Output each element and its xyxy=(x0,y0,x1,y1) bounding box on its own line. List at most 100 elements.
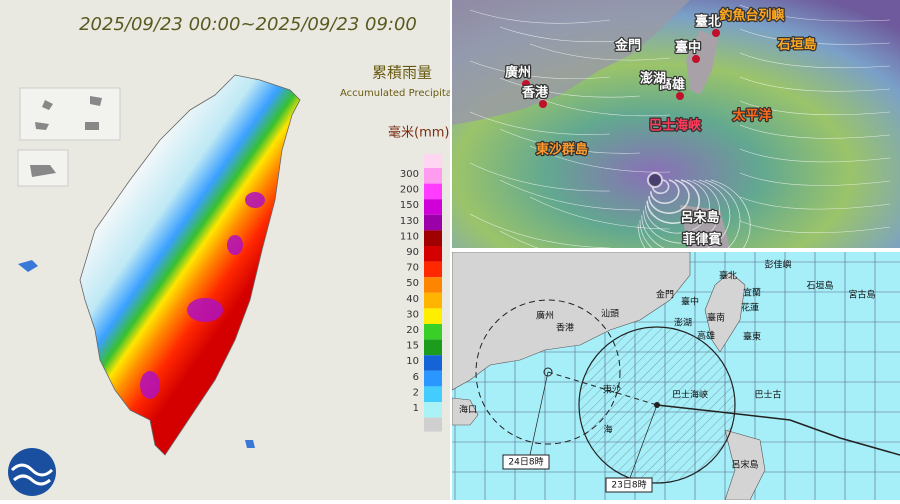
legend-swatch xyxy=(424,261,442,278)
streamline xyxy=(739,4,891,22)
time-label: 23日8時 xyxy=(611,480,646,491)
map-label: 香港 xyxy=(521,85,549,101)
luzon xyxy=(724,429,766,500)
streamline xyxy=(739,76,891,92)
legend-label: 1 xyxy=(413,403,419,414)
swirl-line xyxy=(649,179,680,205)
islands xyxy=(30,96,102,177)
map-label: 澎湖 xyxy=(674,317,692,329)
streamline xyxy=(499,128,641,154)
legend-title: 累積雨量 xyxy=(372,64,432,82)
map-label: 金門 xyxy=(614,38,641,54)
legend-swatch xyxy=(424,417,442,432)
streamline xyxy=(739,100,891,116)
divider xyxy=(452,248,900,252)
map-label: 太平洋 xyxy=(731,108,771,124)
map-label: 石垣島 xyxy=(806,280,833,292)
legend-label: 30 xyxy=(406,309,419,320)
map-label: 臺東 xyxy=(743,331,761,343)
map-label: 釣魚台列嶼 xyxy=(719,8,784,24)
legend-swatch xyxy=(424,402,442,418)
map-label: 澎湖 xyxy=(640,71,666,87)
legend-label: 40 xyxy=(406,294,419,305)
map-label: 宜蘭 xyxy=(743,287,761,299)
streamline xyxy=(529,196,671,230)
streamline xyxy=(469,162,611,192)
legend-swatch xyxy=(424,230,442,246)
streamline xyxy=(499,26,641,42)
map-label: 廣州 xyxy=(505,65,531,81)
time-label: 24日8時 xyxy=(508,457,543,468)
legend-label: 110 xyxy=(400,231,419,242)
swirl-line xyxy=(646,179,700,224)
legend-label: 150 xyxy=(400,200,419,211)
taiwan-rainfall xyxy=(79,74,301,456)
map-label: 臺中 xyxy=(681,296,699,308)
legend-swatch xyxy=(424,355,442,371)
map-label: 臺北 xyxy=(695,14,721,30)
streamline xyxy=(739,124,891,139)
legend-swatch xyxy=(424,324,442,340)
divider xyxy=(450,0,452,500)
hainan xyxy=(452,397,479,426)
legend-label: 6 xyxy=(413,372,419,383)
leader xyxy=(529,371,658,479)
legend-label: 300 xyxy=(400,169,419,180)
legend-label: 90 xyxy=(406,247,419,258)
streamline xyxy=(739,52,891,69)
eye xyxy=(647,172,663,188)
map-label: 菲律賓 xyxy=(682,232,721,248)
time-box xyxy=(605,477,653,493)
legend-swatch xyxy=(424,168,442,184)
map-label: 巴士海峽 xyxy=(649,118,702,134)
streamline xyxy=(469,111,611,135)
legend-swatch xyxy=(424,199,442,215)
streamline xyxy=(739,172,891,186)
streamline xyxy=(739,196,891,210)
swirl-line xyxy=(643,179,720,244)
map-label: 海 xyxy=(603,424,612,436)
logo xyxy=(8,448,56,496)
map-label: 高雄 xyxy=(697,330,715,342)
map-label: 巴士海峽 xyxy=(672,389,708,401)
taiwan xyxy=(686,30,718,95)
map-label: 香港 xyxy=(556,322,574,334)
map-label: 汕頭 xyxy=(601,309,619,320)
city-dot xyxy=(522,80,530,88)
time-box xyxy=(502,454,550,470)
forecast-circle xyxy=(475,299,621,445)
streamline xyxy=(739,220,891,234)
streamline xyxy=(469,213,611,248)
legend-swatch xyxy=(424,386,442,402)
city-dot xyxy=(676,92,684,100)
map-label: 臺中 xyxy=(675,40,701,56)
city-dot xyxy=(539,100,547,108)
legend-label: 200 xyxy=(400,185,419,196)
map-label: 石垣島 xyxy=(776,37,816,53)
legend-label: 15 xyxy=(406,341,419,352)
heavy-rain xyxy=(140,192,265,399)
rain-panel: 300 200 150 130 110 90 70 50 40 30 20 15 10 6 2 1 2025/… xyxy=(0,0,471,500)
map-label: 東沙群島 xyxy=(536,142,588,158)
legend-subtitle: Accumulated Precipitation xyxy=(340,88,471,99)
legend-swatch xyxy=(424,183,442,200)
swirl-line xyxy=(639,179,741,248)
legend-swatch xyxy=(424,277,442,293)
streamline xyxy=(529,145,671,173)
legend-swatch xyxy=(424,339,442,356)
map-label: 花蓮 xyxy=(741,302,759,314)
legend-swatch xyxy=(424,292,442,309)
map-label: 金門 xyxy=(656,289,674,301)
streamline xyxy=(739,148,891,163)
map-label: 巴士古 xyxy=(754,389,781,401)
map-label: 臺北 xyxy=(719,270,737,282)
legend-swatch xyxy=(424,246,442,262)
map-label: 臺南 xyxy=(707,312,725,324)
map-label: 彭佳嶼 xyxy=(764,259,791,271)
streamline xyxy=(469,60,611,79)
map-label: 高雄 xyxy=(659,77,685,93)
legend-swatch xyxy=(424,214,442,231)
typhoon-swirl xyxy=(469,4,891,248)
taiwan xyxy=(704,271,746,353)
